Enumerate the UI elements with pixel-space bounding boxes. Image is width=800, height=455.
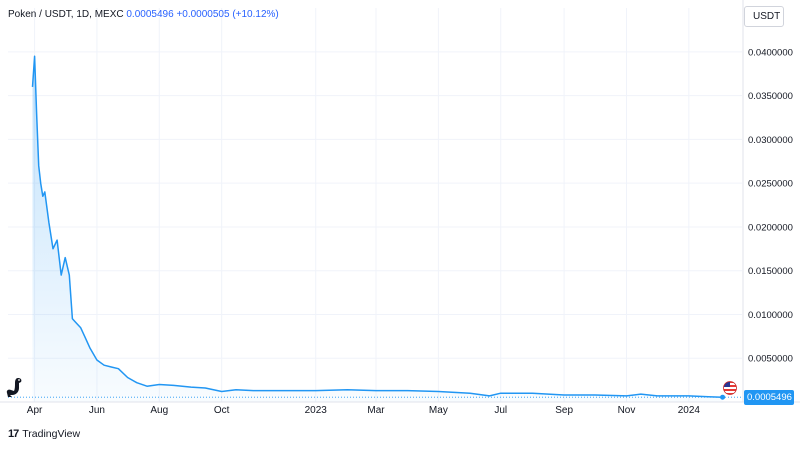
x-tick-label: Mar (367, 405, 385, 416)
price-series-line[interactable] (31, 55, 723, 398)
x-tick-label: Sep (555, 405, 573, 416)
us-flag-icon[interactable] (723, 381, 737, 395)
y-tick-label: 0.0100000 (748, 310, 793, 321)
x-tick-label: Nov (618, 405, 636, 416)
last-price-label: 0.0005496 (744, 389, 794, 405)
tradingview-logo-icon: 17 (8, 428, 19, 440)
y-tick-label: 0.0050000 (748, 354, 793, 365)
x-tick-label: Apr (27, 405, 43, 416)
x-tick-label: May (429, 405, 448, 416)
y-tick-label: 0.0200000 (748, 222, 793, 233)
area-series-fill (32, 56, 723, 403)
x-tick-label: Oct (214, 405, 230, 416)
brand-name: TradingView (22, 428, 81, 440)
last-value: 0.0005496 (126, 9, 174, 20)
symbol-title: Poken / USDT, 1D, MEXC (8, 9, 124, 20)
x-tick-label: Aug (150, 405, 168, 416)
tradingview-brand[interactable]: 17 TradingView (8, 428, 80, 440)
price-line-layer (8, 55, 742, 400)
y-axis[interactable]: 0.0400000 0.0350000 0.0300000 0.0250000 0.02… (742, 0, 793, 402)
y-tick-label: 0.0400000 (748, 47, 793, 58)
area-fill (32, 56, 723, 403)
legend-header: Poken / USDT, 1D, MEXC 0.0005496 +0.0000… (8, 9, 279, 20)
currency-selector[interactable]: USDT (744, 6, 784, 27)
last-price-point[interactable] (720, 394, 726, 400)
y-tick-label: 0.0350000 (748, 91, 793, 102)
x-tick-label: Jul (494, 405, 507, 416)
y-tick-label: 0.0150000 (748, 266, 793, 277)
x-tick-label: 2023 (305, 405, 328, 416)
x-tick-label: Jun (89, 405, 105, 416)
y-tick-label: 0.0300000 (748, 135, 793, 146)
x-axis[interactable]: Apr Jun Aug Oct 2023 Mar May Jul Sep Nov 2024 (0, 401, 800, 416)
grid (8, 8, 742, 402)
y-tick-label: 0.0250000 (748, 179, 793, 190)
x-tick-label: 2024 (678, 405, 701, 416)
dinosaur-icon[interactable] (6, 376, 26, 398)
change-value: +0.0000505 (+10.12%) (176, 9, 279, 20)
